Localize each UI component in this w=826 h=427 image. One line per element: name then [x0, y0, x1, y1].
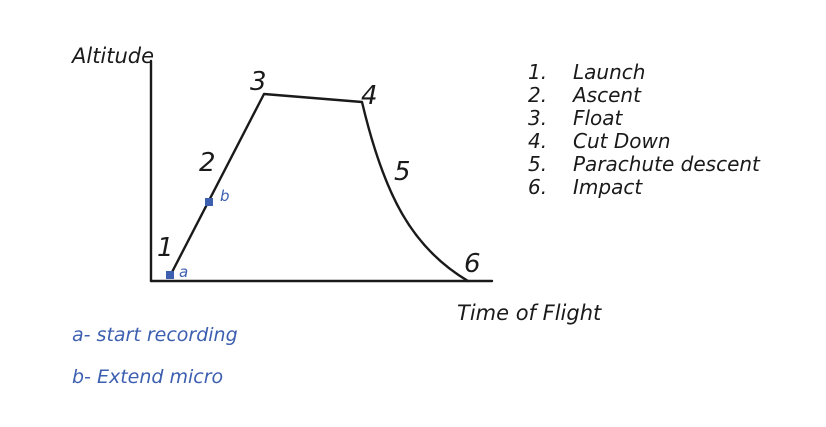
- legend-number-3: 3.: [528, 106, 547, 130]
- legend-text-4: Cut Down: [573, 129, 671, 153]
- x-axis-label: Time of Flight: [457, 301, 602, 325]
- legend-number-4: 4.: [528, 129, 547, 153]
- note-extend-micro: b- Extend micro: [72, 366, 223, 388]
- legend-text-5: Parachute descent: [573, 152, 761, 176]
- phase-number-1: 1: [157, 233, 174, 263]
- legend-number-5: 5.: [528, 152, 547, 176]
- legend-number-1: 1.: [528, 60, 547, 84]
- marker-a-label: a: [179, 263, 188, 281]
- y-axis-label: Altitude: [70, 44, 154, 68]
- phase-number-3: 3: [250, 67, 267, 97]
- phase-number-6: 6: [464, 249, 481, 279]
- legend-text-6: Impact: [573, 175, 643, 199]
- note-start-recording: a- start recording: [72, 324, 238, 346]
- flight-profile-path: [168, 92, 470, 283]
- phase-number-5: 5: [394, 157, 411, 187]
- legend-text-2: Ascent: [571, 83, 642, 107]
- marker-b-point: [205, 198, 213, 206]
- phase-number-2: 2: [199, 148, 216, 178]
- legend-number-6: 6.: [528, 175, 547, 199]
- legend-text-3: Float: [573, 106, 624, 130]
- marker-a-point: [166, 271, 174, 279]
- legend-number-2: 2.: [528, 83, 547, 107]
- marker-b-label: b: [220, 187, 230, 205]
- legend-text-1: Launch: [573, 60, 645, 84]
- phase-legend: 1. Launch 2. Ascent 3. Float 4. Cut Down…: [528, 60, 761, 199]
- phase-number-4: 4: [361, 81, 378, 111]
